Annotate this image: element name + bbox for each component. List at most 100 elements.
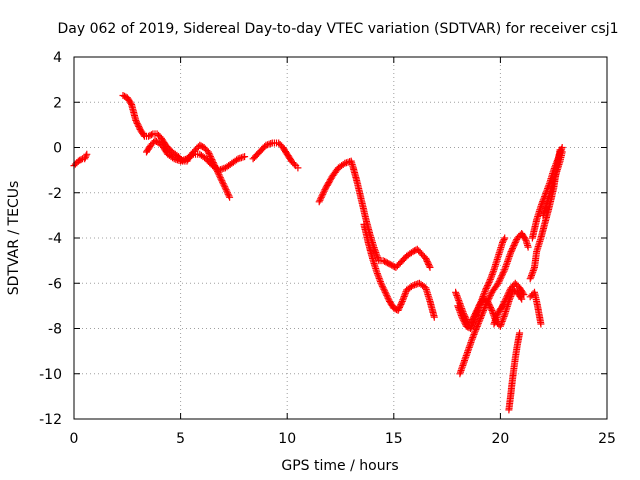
data-point (134, 121, 142, 129)
data-point (467, 325, 475, 332)
data-point (528, 270, 536, 278)
data-point (484, 280, 492, 288)
data-point (317, 195, 325, 203)
data-point (493, 312, 501, 320)
data-point (319, 189, 327, 197)
data-point (425, 260, 433, 268)
axis-ticks: 0 5 10 15 20 25 -12 -10 -8 -6 -4 -2 0 2 4 (39, 50, 616, 447)
data-point (474, 319, 482, 327)
data-point (206, 153, 214, 160)
y-tick-label: -6 (48, 276, 62, 292)
plot-frame (73, 56, 608, 420)
data-point (469, 332, 477, 340)
data-point (517, 294, 525, 302)
data-point (524, 243, 532, 251)
data-point (511, 240, 519, 248)
data-point (378, 281, 386, 289)
data-point (233, 156, 241, 164)
data-point (495, 278, 503, 286)
data-point (511, 239, 519, 246)
data-point (496, 275, 504, 283)
data-point (500, 299, 508, 307)
data-point (500, 236, 508, 243)
data-point (507, 248, 515, 256)
data-point (132, 116, 140, 124)
data-point (459, 315, 467, 323)
data-point (459, 316, 467, 324)
data-point (487, 290, 495, 298)
data-point (221, 183, 229, 191)
data-point (518, 295, 526, 303)
chart-title: Day 062 of 2019, Sidereal Day-to-day VTE… (57, 21, 618, 37)
data-point (499, 269, 507, 277)
data-point (407, 283, 415, 291)
data-point (384, 294, 392, 302)
data-point (506, 287, 514, 295)
data-point (290, 160, 298, 168)
data-point (537, 320, 545, 328)
data-point (499, 239, 506, 246)
data-point (315, 198, 323, 206)
data-point (478, 311, 486, 319)
data-point (381, 287, 389, 295)
x-tick-label: 0 (70, 431, 79, 447)
data-point (536, 237, 544, 245)
y-tick-label: -8 (48, 322, 62, 338)
data-point (222, 186, 230, 194)
data-point (501, 297, 509, 305)
data-point (479, 308, 487, 316)
data-point (225, 192, 233, 200)
data-point (552, 171, 560, 179)
data-point (397, 300, 405, 308)
data-point (499, 237, 507, 245)
data-point (383, 293, 391, 301)
data-point (205, 150, 213, 157)
y-tick-label: -2 (48, 186, 62, 202)
data-point (148, 131, 155, 139)
data-point (294, 164, 302, 172)
data-point (422, 254, 430, 262)
data-point (516, 329, 524, 337)
data-point (394, 306, 402, 314)
y-axis-label: SDTVAR / TECUs (6, 181, 22, 296)
data-point (482, 302, 489, 310)
data-point (77, 156, 85, 164)
data-point (526, 275, 534, 283)
data-point (398, 299, 406, 307)
data-point (502, 294, 510, 302)
data-point (498, 272, 506, 280)
data-point (496, 276, 504, 284)
data-point (316, 196, 324, 204)
data-point (423, 257, 431, 265)
data-point (423, 256, 430, 264)
data-point (383, 291, 391, 299)
data-point (549, 181, 557, 189)
data-point (485, 294, 493, 302)
data-point (512, 237, 520, 245)
data-point (226, 193, 234, 201)
data-point (219, 180, 227, 188)
data-point (220, 181, 228, 189)
data-point (484, 297, 492, 305)
data-point (461, 319, 469, 327)
data-point (558, 148, 566, 156)
data-point (460, 318, 468, 326)
data-point (382, 290, 390, 298)
data-point (469, 319, 477, 326)
data-point (396, 303, 403, 311)
data-point (458, 313, 466, 321)
data-point (487, 305, 495, 313)
data-point (339, 161, 347, 168)
data-point (424, 259, 432, 267)
x-tick-label: 20 (491, 431, 509, 447)
data-point (223, 187, 231, 195)
data-point (504, 290, 512, 298)
data-point (486, 293, 494, 301)
data-point (82, 152, 90, 160)
data-point (470, 317, 478, 325)
data-point (219, 178, 226, 186)
data-point (494, 279, 502, 287)
data-point (510, 242, 518, 249)
data-point (395, 305, 403, 313)
data-point (482, 286, 489, 294)
